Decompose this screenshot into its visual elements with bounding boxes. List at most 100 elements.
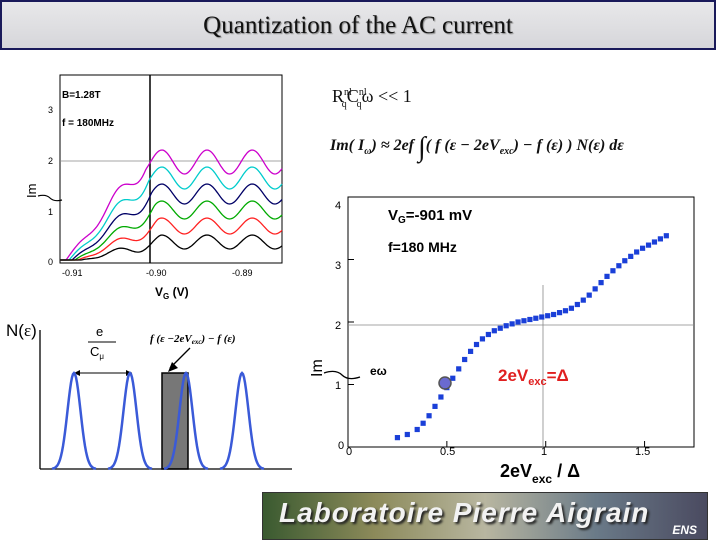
curve [60,200,283,261]
right-ytick-0: 0 [338,440,344,452]
data-point [426,413,432,419]
data-point [586,292,592,298]
dos-peak [107,371,153,470]
right-ytick-1: 1 [335,380,341,392]
dos-window [161,372,189,470]
left-field-label: B=1.28T [62,90,101,101]
logo-text: Laboratoire Pierre Aigrain [279,497,650,528]
right-xlabel: 2eVexc / Δ [500,461,580,486]
dos-peak [219,371,265,470]
left-freq-label: f = 180MHz [62,118,114,129]
dos-frac-den: Cμ [90,344,104,361]
right-xtick-2: 1 [541,446,547,458]
left-ylabel-brace [37,194,63,202]
data-point [562,308,569,314]
left-plot-frame [59,74,283,264]
right-plot-frame [347,196,695,448]
data-point [527,316,533,323]
curve [60,183,283,261]
right-ytick-4: 4 [335,200,341,212]
right-annotation: 2eVexc=Δ [498,366,569,388]
dos-f-expr: f (ε −2eVexc) − f (ε) [150,333,236,346]
formula-main: Im( Iω) ≈ 2ef ∫( f (ε − 2eVexc) − f (ε) … [330,132,624,163]
dos-spacing-left-head [74,370,80,376]
right-xtick-1: 0.5 [440,446,455,458]
data-point [556,310,563,316]
left-xtick-0: -0.91 [62,268,83,278]
integral-sign: ∫ [418,132,426,163]
right-ytick-2: 2 [335,320,341,332]
data-point [456,366,462,372]
data-point [503,323,509,329]
left-xlabel: VG (V) [155,285,189,301]
data-point [616,263,622,269]
data-point [657,236,663,242]
data-point [645,242,652,248]
data-point [394,435,401,441]
data-point [497,325,503,331]
data-point [521,318,527,324]
dos-label: N(ε) [6,321,37,340]
left-ylabel: Im [24,184,39,198]
data-point [473,341,480,348]
logo-sub: ENS [672,523,697,537]
data-point [622,258,628,264]
right-freq-label: f=180 MHz [388,239,457,255]
data-point [634,249,640,255]
data-point [592,286,598,292]
data-point [533,315,539,321]
dos-peak [51,371,97,470]
left-plot: B=1.28T f = 180MHz 0 1 2 3 -0.91 -0.90 -… [24,74,283,301]
data-point [574,301,580,308]
left-curves [60,149,283,261]
left-ytick-0: 0 [48,257,53,267]
lab-logo: Laboratoire Pierre Aigrain ENS [262,492,708,540]
left-ytick-2: 2 [48,156,53,166]
dos-peak [163,371,209,470]
right-ytick-3: 3 [335,260,341,272]
left-ytick-1: 1 [48,207,53,217]
dos-frac-num: e [96,324,103,339]
curve [60,149,283,261]
data-point [485,331,491,338]
data-point [539,314,545,320]
title-bar: Quantization of the AC current [0,0,716,50]
formula-top: RnlqCnlqω << 1 [332,86,412,110]
data-point [404,431,410,438]
slide-title: Quantization of the AC current [203,12,513,39]
left-ytick-3: 3 [48,105,53,115]
right-vg-label: VG=-901 mV [388,207,472,226]
data-point [491,328,497,334]
data-point [580,297,586,303]
data-point [628,253,634,259]
data-point [479,336,486,342]
data-point [551,311,557,318]
dos-peaks [51,371,265,470]
dos-arrowhead [168,362,178,372]
data-point [663,233,669,239]
curve [60,217,283,261]
right-plot: VG=-901 mV f=180 MHz 2eVexc=Δ 4 3 2 1 0 … [309,196,695,486]
data-point [420,420,426,426]
curve [60,234,283,261]
data-point [604,273,610,279]
data-point [450,375,456,381]
data-point [598,280,604,286]
right-ylabel: Im [309,359,326,377]
right-points [394,233,669,441]
data-point [651,239,658,245]
right-ticks [347,196,646,448]
data-point [414,426,420,433]
data-point [610,268,616,274]
data-point [515,319,521,325]
curve [60,166,283,261]
data-point [432,403,438,409]
data-point [438,394,444,400]
data-point [545,313,551,319]
data-point [467,348,474,354]
data-point [568,305,575,311]
data-point [639,245,646,251]
left-xtick-2: -0.89 [232,268,253,278]
right-xtick-0: 0 [346,446,352,458]
right-hidden-omega: eω [370,364,387,378]
